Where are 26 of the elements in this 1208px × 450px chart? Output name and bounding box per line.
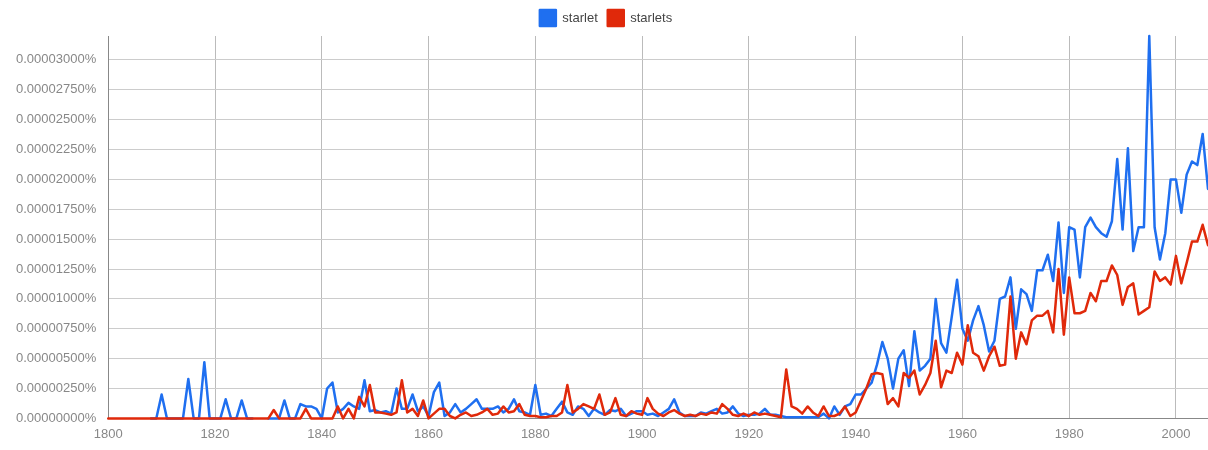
- y-tick-label: 0.00002750%: [15, 81, 97, 97]
- y-tick-label: 0.00000250%: [15, 380, 97, 396]
- x-tick-label: 1920: [734, 425, 764, 441]
- y-tick-label: 0.00003000%: [15, 51, 97, 67]
- x-tick-label: 1960: [947, 425, 977, 441]
- x-tick-label: 1800: [93, 425, 123, 441]
- legend-label: starlet: [562, 9, 599, 25]
- x-tick-label: 2000: [1161, 425, 1191, 441]
- x-tick-label: 1860: [414, 425, 444, 441]
- x-tick-label: 1880: [520, 425, 550, 441]
- y-tick-label: 0.00000750%: [15, 320, 97, 336]
- y-tick-label: 0.00001750%: [15, 200, 97, 216]
- y-tick-label: 0.00000500%: [15, 350, 97, 366]
- y-tick-label: 0.00001000%: [15, 290, 97, 306]
- y-tick-label: 0.00001250%: [15, 260, 97, 276]
- x-tick-label: 1820: [200, 425, 230, 441]
- y-tick-label: 0.00002250%: [15, 141, 97, 157]
- x-tick-label: 1840: [307, 425, 337, 441]
- y-tick-label: 0.00002500%: [15, 111, 97, 127]
- x-tick-label: 1940: [841, 425, 871, 441]
- y-tick-label: 0.00001500%: [15, 230, 97, 246]
- y-tick-label: 0.00000000%: [15, 409, 97, 425]
- x-tick-label: 1900: [627, 425, 657, 441]
- y-tick-label: 0.00002000%: [15, 170, 97, 186]
- x-tick-label: 1980: [1054, 425, 1084, 441]
- legend-label: starlets: [630, 9, 673, 25]
